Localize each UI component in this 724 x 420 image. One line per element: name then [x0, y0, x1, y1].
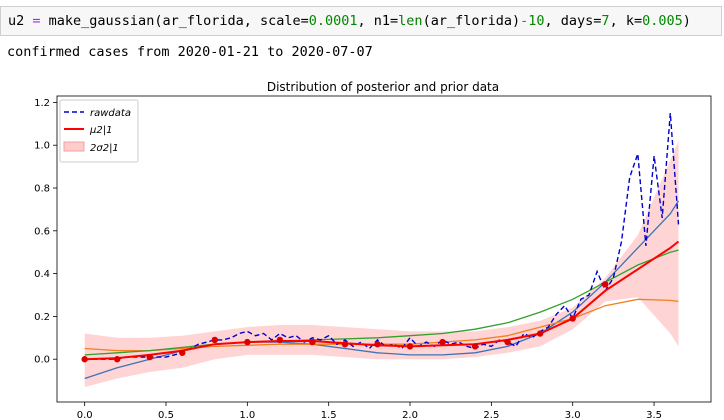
code-num-k: 0.005	[642, 13, 683, 29]
code-call: make_gaussian(ar_florida, scale=	[48, 13, 309, 29]
observation-point	[276, 336, 284, 344]
code-arg-n1: , n1=	[357, 13, 399, 29]
y-tick-label: 0.0	[34, 355, 50, 366]
observation-point	[374, 341, 381, 348]
observation-point	[439, 338, 446, 346]
observation-point	[471, 343, 479, 350]
y-tick-label: 0.8	[34, 184, 50, 195]
observation-point	[341, 341, 349, 348]
x-tick-label: 3.5	[646, 410, 662, 420]
y-tick-label: 0.2	[34, 312, 50, 323]
posterior-mean-line	[84, 240, 680, 361]
code-num-10: 10	[528, 13, 545, 29]
code-line[interactable]: u2 = make_gaussian(ar_florida, scale=0.0…	[8, 13, 691, 29]
y-tick-label: 1.2	[34, 98, 50, 109]
observation-point	[146, 353, 153, 361]
observation-point	[309, 338, 316, 346]
x-tick-label: 2.5	[483, 410, 499, 420]
observation-point	[504, 338, 511, 346]
observation-point	[569, 315, 576, 322]
y-tick-label: 1.0	[34, 141, 50, 152]
observation-point	[536, 330, 544, 337]
x-tick-label: 0.5	[158, 410, 174, 420]
code-num-days: 7	[601, 13, 610, 29]
legend: rawdata μ2|1 2σ2|1	[59, 99, 139, 163]
fit-line-green	[84, 249, 679, 356]
code-close: )	[682, 13, 691, 29]
x-tick-label: 1.5	[321, 410, 337, 420]
x-tick-label: 3.0	[565, 410, 581, 420]
x-tick-label: 0.0	[77, 410, 93, 420]
observation-point	[179, 349, 186, 356]
code-var: u2	[8, 13, 25, 29]
y-tick-label: 0.4	[34, 269, 50, 280]
x-tick-label: 2.0	[402, 410, 418, 420]
code-assign: =	[24, 13, 49, 29]
x-tick-label: 1.0	[239, 410, 255, 420]
fit-line-orange	[84, 298, 679, 352]
observation-point	[211, 336, 219, 344]
sigma-band	[84, 140, 679, 387]
code-minus: -	[520, 13, 529, 29]
cell-output-text: confirmed cases from 2020-01-21 to 2020-…	[7, 44, 373, 60]
code-builtin-len: len	[398, 13, 423, 29]
observation-point	[602, 281, 609, 288]
observation-point	[406, 343, 414, 350]
legend-sigma-label: 2σ2|1	[90, 143, 119, 154]
observation-point	[244, 338, 251, 346]
legend-rawdata-label: rawdata	[90, 108, 131, 119]
observation-point	[113, 356, 121, 363]
observation-point	[81, 356, 88, 363]
code-cell[interactable]: u2 = make_gaussian(ar_florida, scale=0.0…	[0, 6, 722, 36]
code-arg-days: , days=	[544, 13, 602, 29]
chart-title: Distribution of posterior and prior data	[267, 80, 499, 94]
plot-frame	[56, 95, 712, 403]
code-num-scale: 0.0001	[308, 13, 358, 29]
code-arg-k: , k=	[609, 13, 643, 29]
posterior-prior-chart: Distribution of posterior and prior data…	[34, 80, 712, 420]
legend-sigma-swatch	[63, 141, 85, 152]
code-arg-ar: (ar_florida)	[422, 13, 521, 29]
y-tick-label: 0.6	[34, 226, 50, 237]
legend-mu-label: μ2|1	[89, 125, 112, 136]
rawdata-line	[84, 113, 680, 360]
